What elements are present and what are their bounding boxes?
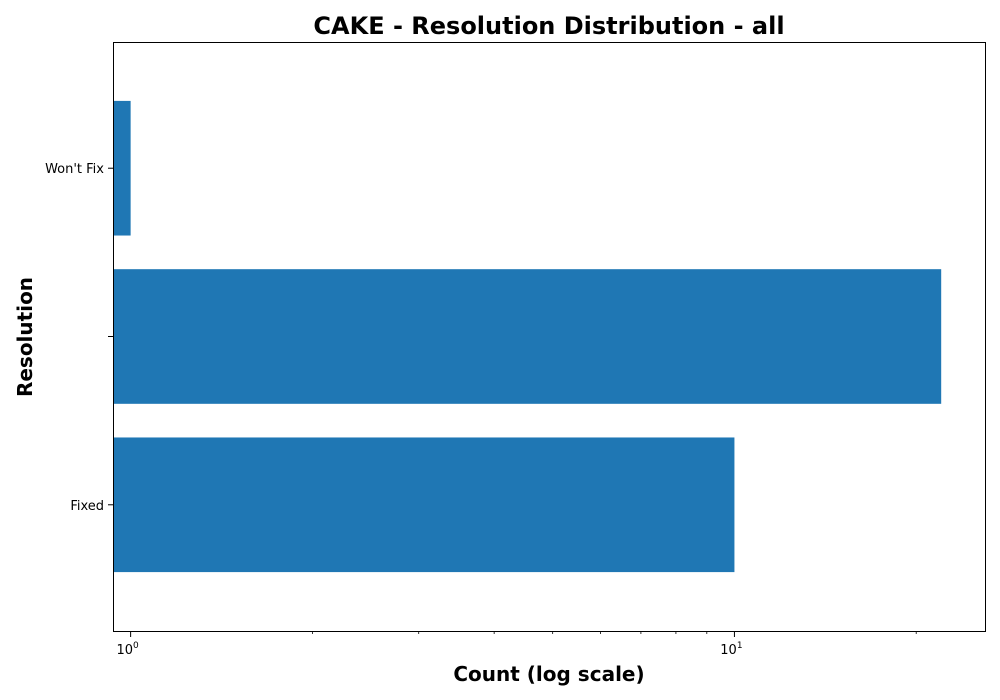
plot-frame bbox=[113, 42, 986, 632]
bar-2 bbox=[113, 269, 942, 404]
y-axis-label: Resolution bbox=[13, 277, 37, 397]
x-tick-label: 100 bbox=[116, 641, 139, 658]
bars-group bbox=[113, 100, 942, 573]
x-axis-label: Count (log scale) bbox=[453, 662, 644, 686]
x-axis-ticks: 100 101 bbox=[116, 631, 917, 658]
y-tick-label: Won't Fix bbox=[45, 162, 104, 177]
x-tick-label: 101 bbox=[720, 641, 742, 658]
bar-3 bbox=[113, 100, 131, 236]
y-axis-ticks: Fixed Won't Fix bbox=[45, 162, 113, 514]
bar-1 bbox=[113, 437, 735, 573]
chart-title: CAKE - Resolution Distribution - all bbox=[313, 12, 784, 40]
y-tick-label: Fixed bbox=[70, 499, 104, 514]
